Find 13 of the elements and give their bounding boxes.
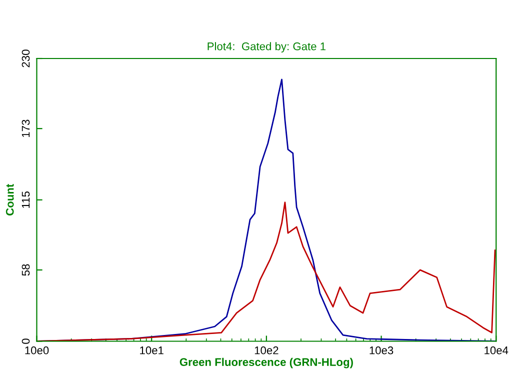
chart-title: Plot4: Gated by: Gate 1 [208,42,326,52]
y-tick-label: 230 [22,50,30,68]
x-tick-label: 10e3 [370,346,394,354]
x-tick-label: 10e0 [25,346,49,354]
y-tick-label: 0 [22,338,30,344]
y-axis-title: Count [6,184,14,216]
x-axis-title: Green Fluorescence (GRN-HLog) [180,358,353,368]
x-tick-label: 10e2 [254,346,278,354]
y-tick-label: 58 [22,264,30,276]
x-tick-label: 10e4 [484,346,508,354]
y-tick-label: 115 [22,191,30,208]
y-tick-label: 173 [22,120,30,137]
x-tick-label: 10e1 [140,346,164,354]
